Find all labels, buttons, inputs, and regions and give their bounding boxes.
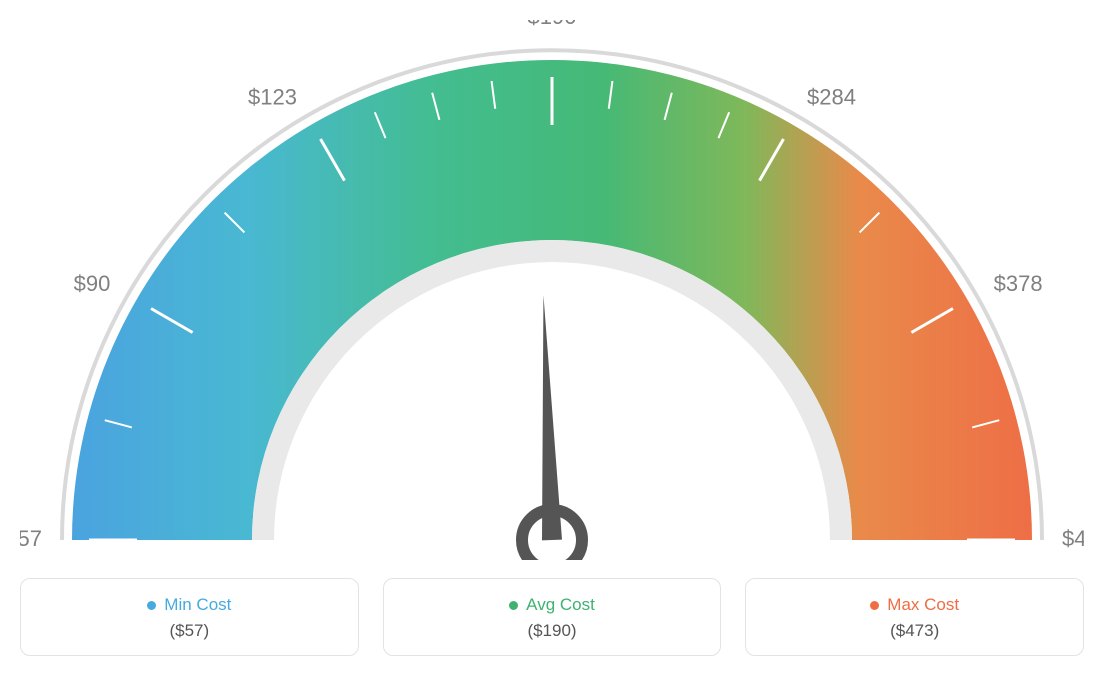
gauge-needle: [542, 295, 562, 540]
legend-value: ($57): [39, 621, 340, 641]
legend-label-text: Max Cost: [887, 595, 959, 615]
legend-label-row: Avg Cost: [509, 595, 595, 615]
legend-value: ($190): [402, 621, 703, 641]
legend-row: Min Cost ($57) Avg Cost ($190) Max Cost ($473…: [20, 578, 1084, 656]
legend-label-row: Max Cost: [870, 595, 959, 615]
legend-dot-icon: [509, 601, 518, 610]
legend-dot-icon: [870, 601, 879, 610]
gauge-tick-label: $473: [1062, 526, 1084, 551]
gauge-svg: $57 $90 $123 $190 $284 $378 $473: [20, 20, 1084, 560]
gauge-tick-label: $123: [248, 84, 297, 109]
legend-label-text: Min Cost: [164, 595, 231, 615]
cost-gauge-chart: $57 $90 $123 $190 $284 $378 $473: [20, 20, 1084, 560]
gauge-tick-label: $57: [20, 526, 42, 551]
gauge-tick-label: $378: [994, 271, 1043, 296]
gauge-tick-label: $284: [807, 84, 856, 109]
legend-card: Min Cost ($57): [20, 578, 359, 656]
legend-card: Max Cost ($473): [745, 578, 1084, 656]
legend-label-row: Min Cost: [147, 595, 231, 615]
gauge-tick-label: $90: [74, 271, 111, 296]
gauge-tick-label: $190: [528, 20, 577, 29]
legend-dot-icon: [147, 601, 156, 610]
legend-value: ($473): [764, 621, 1065, 641]
legend-label-text: Avg Cost: [526, 595, 595, 615]
legend-card: Avg Cost ($190): [383, 578, 722, 656]
